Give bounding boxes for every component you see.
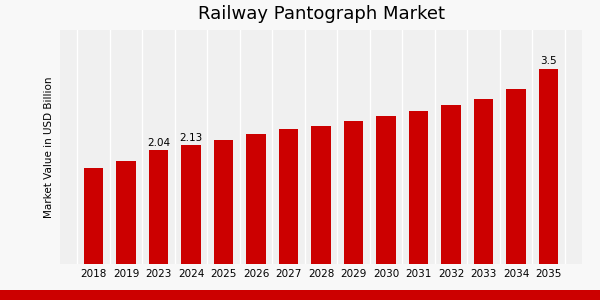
Bar (279, 129, 298, 264)
Y-axis label: Market Value in USD Billion: Market Value in USD Billion (44, 76, 55, 218)
Bar (344, 121, 363, 264)
Bar (181, 145, 201, 264)
Text: 2.13: 2.13 (179, 133, 203, 142)
Bar (376, 116, 396, 264)
Bar (149, 150, 168, 264)
Bar (474, 98, 493, 264)
Bar (311, 126, 331, 264)
Text: 2.04: 2.04 (147, 138, 170, 148)
Bar (409, 111, 428, 264)
Bar (506, 88, 526, 264)
Bar (84, 168, 103, 264)
Bar (539, 69, 558, 264)
Bar (246, 134, 266, 264)
Bar (116, 161, 136, 264)
Bar (441, 105, 461, 264)
Text: 3.5: 3.5 (540, 56, 557, 66)
Title: Railway Pantograph Market: Railway Pantograph Market (197, 5, 445, 23)
Bar (214, 140, 233, 264)
